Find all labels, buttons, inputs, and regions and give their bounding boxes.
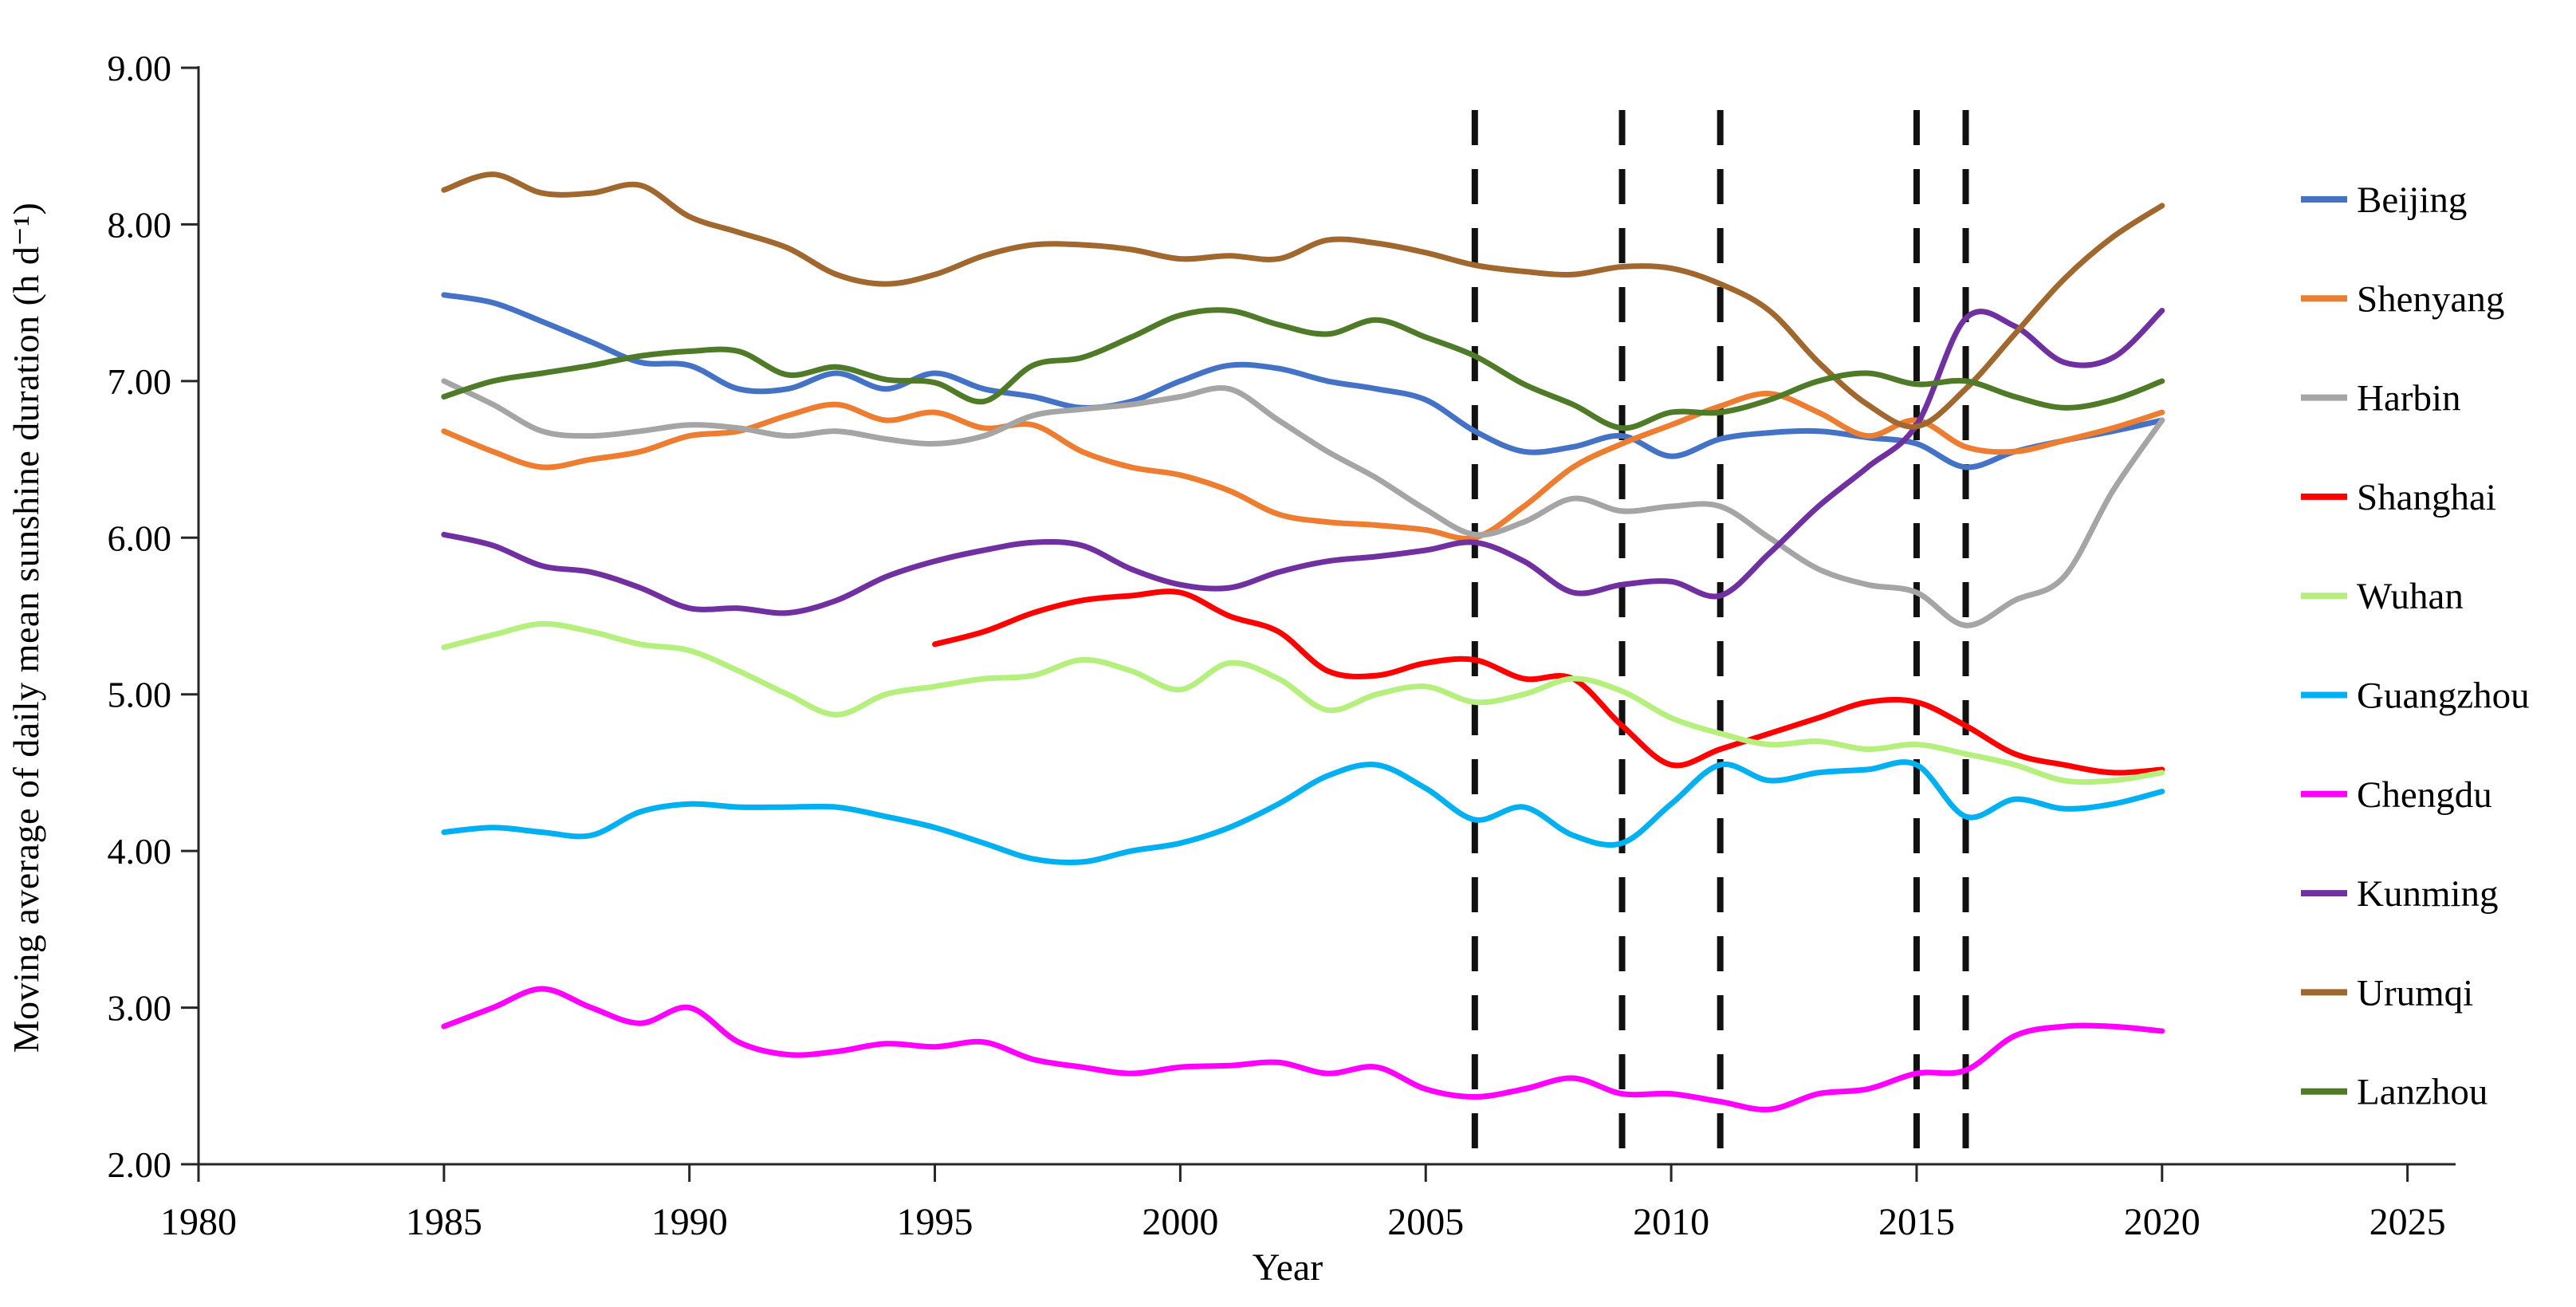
series-line-guangzhou (441, 759, 2165, 866)
legend-label-shanghai: Shanghai (2357, 477, 2496, 518)
legend-label-shenyang: Shenyang (2357, 278, 2504, 320)
series-line-shanghai (932, 589, 2165, 776)
series-line-chengdu (441, 986, 2165, 1112)
x-tick-label: 1985 (406, 1201, 482, 1243)
y-tick-label: 7.00 (108, 361, 172, 402)
legend-label-beijing: Beijing (2357, 179, 2467, 221)
x-tick-label: 2005 (1387, 1201, 1464, 1243)
legend-label-wuhan: Wuhan (2357, 576, 2464, 617)
x-tick-label: 2010 (1633, 1201, 1709, 1243)
series-line-shenyang (441, 391, 2165, 541)
y-tick-label: 5.00 (108, 675, 172, 715)
series-line-wuhan (441, 620, 2165, 785)
x-axis-title: Year (1252, 1246, 1323, 1289)
y-tick-label: 6.00 (108, 518, 172, 558)
series-line-lanzhou (441, 307, 2165, 431)
x-tick-label: 2015 (1878, 1201, 1955, 1243)
legend-label-urumqi: Urumqi (2357, 972, 2473, 1014)
x-tick-label: 2000 (1142, 1201, 1218, 1243)
y-tick-label: 9.00 (108, 48, 172, 89)
series-line-urumqi (441, 171, 2165, 430)
x-tick-label: 1990 (651, 1201, 728, 1243)
y-tick-label: 4.00 (108, 831, 172, 872)
legend-label-harbin: Harbin (2357, 378, 2461, 419)
y-axis-title: Moving average of daily mean sunshine du… (6, 202, 46, 1053)
x-tick-label: 2020 (2124, 1201, 2200, 1243)
y-tick-label: 2.00 (108, 1144, 172, 1185)
series-line-harbin (441, 378, 2165, 628)
x-tick-label: 1995 (897, 1201, 973, 1243)
series-line-kunming (441, 308, 2165, 616)
legend-label-guangzhou: Guangzhou (2357, 675, 2530, 717)
legend-label-kunming: Kunming (2357, 873, 2499, 915)
y-tick-label: 3.00 (108, 988, 172, 1029)
y-tick-label: 8.00 (108, 204, 172, 245)
legend-label-chengdu: Chengdu (2357, 774, 2492, 816)
x-tick-label: 2025 (2370, 1201, 2446, 1243)
x-tick-label: 1980 (160, 1201, 237, 1243)
legend-label-lanzhou: Lanzhou (2357, 1072, 2488, 1113)
